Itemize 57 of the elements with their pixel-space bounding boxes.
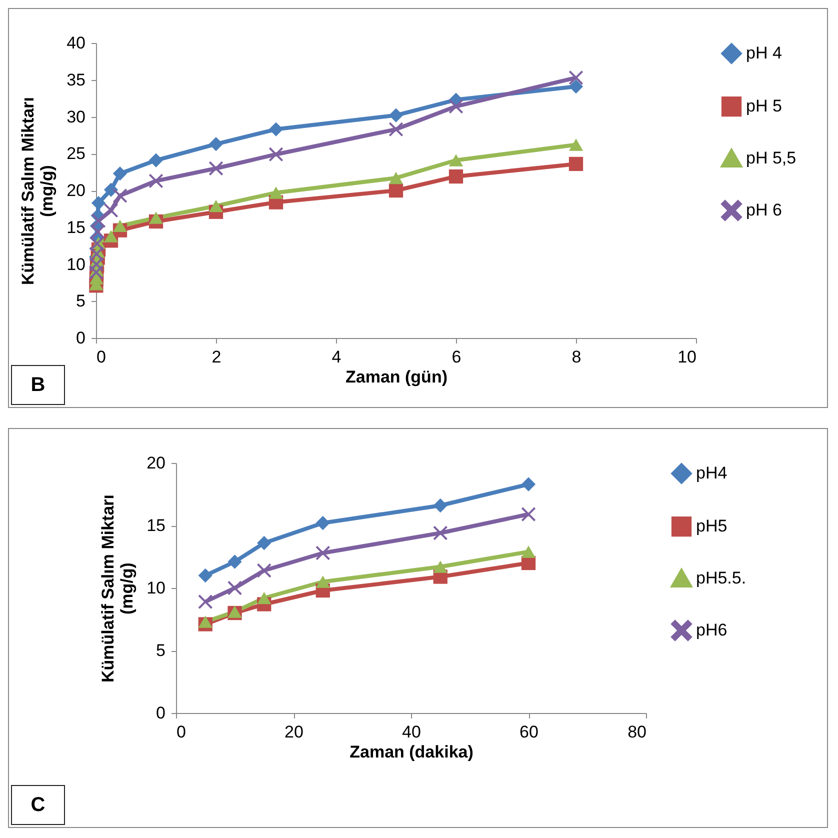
point [316, 516, 330, 530]
point [316, 546, 330, 560]
x-tick-label: 2 [212, 348, 222, 366]
point [257, 592, 272, 604]
point [433, 526, 448, 540]
y-tick-label: 5 [76, 292, 86, 311]
y-tick-label: 10 [66, 254, 86, 274]
legend-label: pH 5,5 [746, 148, 796, 168]
point [228, 580, 242, 596]
point [228, 606, 242, 618]
point [198, 568, 212, 583]
x-axis-title: Zaman (dakika) [350, 742, 474, 762]
legend-label: pH 6 [746, 200, 782, 220]
legend-label: pH 4 [746, 44, 782, 62]
x-tick-label: 80 [628, 722, 646, 742]
point [521, 507, 536, 522]
legend-label: pH 5 [746, 96, 782, 116]
x-tick-label: 8 [572, 348, 582, 366]
legend-label: pH5 [696, 516, 728, 536]
y-tick-label: 20 [146, 454, 166, 472]
y-tick-label: 25 [66, 144, 86, 164]
x-tick-label: 10 [678, 348, 696, 366]
x-tick-label: 40 [402, 722, 421, 742]
y-tick-label: 35 [66, 70, 86, 90]
point [316, 576, 330, 588]
y-tick-label: 20 [66, 181, 86, 200]
y-tick-label: 10 [146, 578, 166, 598]
y-tick-label: 30 [66, 107, 86, 126]
text: B [11, 365, 65, 405]
y-tick-label: 0 [156, 704, 166, 722]
point [521, 546, 536, 558]
x-tick-label: 0 [96, 348, 106, 366]
y-tick-label: 5 [156, 641, 166, 660]
x-tick-label: 0 [176, 722, 186, 742]
point [228, 554, 242, 569]
x-tick-label: 4 [332, 348, 342, 366]
y-axis-title: Kümülatif Salım Miktarı (mg/g) [18, 97, 57, 285]
legend-label: pH6 [696, 620, 728, 640]
y-tick-label: 15 [146, 516, 166, 535]
point [433, 560, 448, 573]
point [257, 563, 272, 578]
text: C [11, 785, 65, 825]
x-axis-title: Zaman (gün) [346, 368, 448, 386]
point [257, 536, 272, 550]
point [521, 477, 536, 492]
point [198, 616, 212, 628]
y-axis-title: Kümülatif Salım Miktarı (mg/g) [98, 494, 137, 682]
y-tick-label: 15 [66, 218, 86, 237]
legend-label: pH4 [696, 464, 728, 482]
point [198, 594, 212, 609]
legend-label: pH5.5. [696, 568, 746, 588]
x-tick-label: 60 [520, 722, 538, 742]
y-tick-label: 0 [76, 328, 86, 348]
y-tick-label: 40 [66, 34, 86, 52]
x-tick-label: 6 [452, 348, 462, 366]
point [433, 498, 448, 513]
x-tick-label: 20 [284, 722, 304, 742]
